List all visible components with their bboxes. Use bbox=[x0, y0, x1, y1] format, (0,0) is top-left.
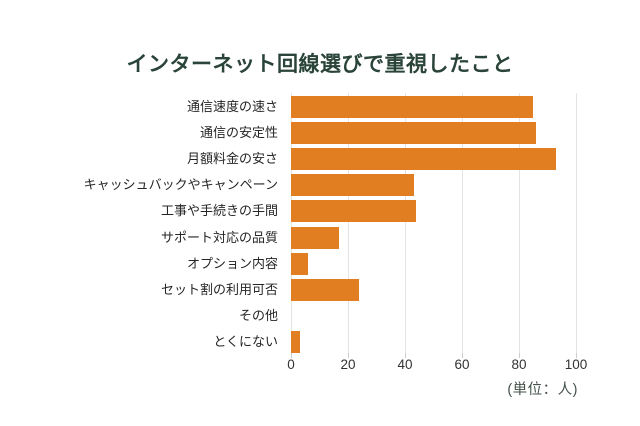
bar bbox=[291, 96, 534, 118]
tick-label-x40: 40 bbox=[397, 357, 413, 372]
gridline-x20 bbox=[348, 93, 349, 353]
gridline-x60 bbox=[462, 93, 463, 353]
tick-label-x80: 80 bbox=[511, 357, 527, 372]
bar bbox=[291, 148, 557, 170]
unit-label: (単位：人) bbox=[507, 382, 578, 398]
tick-label-x0: 0 bbox=[287, 357, 295, 372]
tick-label-x20: 20 bbox=[340, 357, 356, 372]
bar bbox=[291, 122, 537, 144]
category-label: その他 bbox=[238, 308, 278, 323]
gridline-x40 bbox=[405, 93, 406, 353]
tick-mark-x100 bbox=[576, 353, 577, 358]
category-label: オプション内容 bbox=[186, 256, 278, 271]
tick-mark-x80 bbox=[519, 353, 520, 358]
category-label: 月額料金の安さ bbox=[186, 151, 278, 166]
gridline-x0 bbox=[291, 93, 292, 353]
category-label: セット割の利用可否 bbox=[160, 282, 278, 297]
bar bbox=[291, 279, 360, 301]
plot-area bbox=[291, 93, 581, 353]
category-label: とくにない bbox=[213, 334, 278, 349]
gridline-x80 bbox=[519, 93, 520, 353]
chart-title: インターネット回線選びで重視したこと bbox=[126, 53, 514, 76]
tick-label-x100: 100 bbox=[564, 357, 588, 372]
gridline-x100 bbox=[576, 93, 577, 353]
tick-label-x60: 60 bbox=[454, 357, 470, 372]
bar bbox=[291, 331, 300, 353]
tick-mark-x60 bbox=[462, 353, 463, 358]
tick-mark-x40 bbox=[405, 353, 406, 358]
category-label: 通信速度の速さ bbox=[186, 99, 278, 114]
category-label-column: 通信速度の速さ通信の安定性月額料金の安さキャッシュバックやキャンペーン工事や手続… bbox=[0, 93, 278, 353]
category-label: 通信の安定性 bbox=[199, 125, 278, 140]
tick-mark-x0 bbox=[291, 353, 292, 358]
bar bbox=[291, 174, 414, 196]
category-label: キャッシュバックやキャンペーン bbox=[83, 177, 278, 192]
tick-mark-x20 bbox=[348, 353, 349, 358]
bar bbox=[291, 253, 309, 275]
bar bbox=[291, 200, 417, 222]
category-label: 工事や手続きの手間 bbox=[160, 203, 278, 218]
bar bbox=[291, 227, 340, 249]
category-label: サポート対応の品質 bbox=[160, 230, 278, 245]
